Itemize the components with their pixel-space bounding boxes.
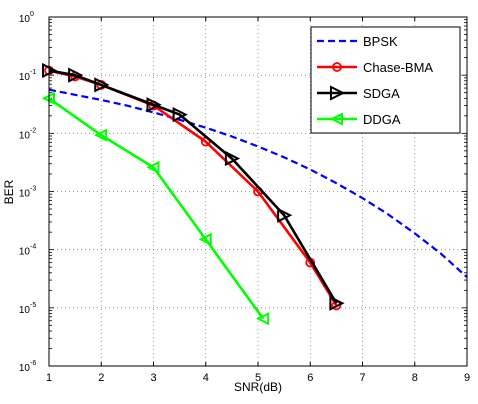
series-sdga xyxy=(42,62,345,311)
y-tick-label: 10 -4 xyxy=(19,244,36,258)
data-point-marker xyxy=(277,207,293,223)
y-tick-base: 10 xyxy=(19,305,31,316)
y-tick-label: 10 -3 xyxy=(19,186,36,200)
data-point-marker xyxy=(224,150,241,167)
y-tick-exponent: -6 xyxy=(30,360,36,367)
legend: BPSK Chase-BMA SDGA DDGA xyxy=(310,26,461,134)
y-tick-label: 10 -5 xyxy=(19,302,36,316)
legend-box xyxy=(310,26,461,134)
data-point-marker xyxy=(146,97,162,113)
legend-label: DDGA xyxy=(363,112,401,127)
legend-item: DDGA xyxy=(317,112,401,127)
x-tick-label: 6 xyxy=(307,372,313,384)
x-tick-label: 1 xyxy=(46,372,52,384)
series-line xyxy=(48,97,265,320)
x-tick-labels: 1 2 3 4 5 6 7 8 9 xyxy=(46,372,470,384)
y-tick-base: 10 xyxy=(19,72,31,83)
legend-label: Chase-BMA xyxy=(363,60,433,75)
x-axis-label: SNR(dB) xyxy=(234,380,282,394)
data-point-marker xyxy=(198,232,212,247)
x-tick-label: 7 xyxy=(359,372,365,384)
data-point-marker xyxy=(146,160,160,174)
data-point-marker xyxy=(94,128,108,142)
plot-frame xyxy=(48,16,468,367)
legend-item: BPSK xyxy=(317,34,398,49)
legend-item: Chase-BMA xyxy=(317,60,433,75)
series-bpsk xyxy=(48,88,468,279)
data-point-marker xyxy=(329,112,343,126)
y-tick-label: 10 -1 xyxy=(19,69,36,83)
data-point-marker xyxy=(330,85,346,101)
x-tick-label: 3 xyxy=(150,372,156,384)
data-point-marker xyxy=(332,62,342,72)
y-tick-exponent: -1 xyxy=(30,69,36,76)
legend-label: BPSK xyxy=(363,34,398,49)
y-tick-base: 10 xyxy=(19,363,31,374)
y-tick-exponent: 0 xyxy=(30,11,34,18)
y-tick-exponent: -5 xyxy=(30,302,36,309)
y-tick-base: 10 xyxy=(19,130,31,141)
y-axis-label: BER xyxy=(2,179,16,204)
series-line xyxy=(48,88,468,279)
y-tick-exponent: -3 xyxy=(30,186,36,193)
y-tick-base: 10 xyxy=(19,247,31,258)
x-tick-label: 8 xyxy=(412,372,418,384)
y-tick-base: 10 xyxy=(19,189,31,200)
legend-label: SDGA xyxy=(363,86,400,101)
y-tick-label: 10 -6 xyxy=(19,360,36,374)
x-tick-label: 5 xyxy=(255,372,261,384)
y-tick-exponent: -2 xyxy=(30,127,36,134)
data-point-marker xyxy=(68,67,84,83)
data-point-marker xyxy=(329,295,345,311)
data-point-marker xyxy=(94,77,110,93)
y-tick-exponent: -4 xyxy=(30,244,36,251)
x-tick-label: 2 xyxy=(98,372,104,384)
x-tick-label: 4 xyxy=(203,372,209,384)
data-point-marker xyxy=(172,106,188,123)
legend-item: SDGA xyxy=(317,85,400,101)
y-tick-label: 10 -2 xyxy=(19,127,36,141)
y-tick-label: 10 0 xyxy=(19,11,34,25)
y-tick-base: 10 xyxy=(19,14,31,25)
data-point-marker xyxy=(255,312,270,326)
x-tick-label: 9 xyxy=(464,372,470,384)
